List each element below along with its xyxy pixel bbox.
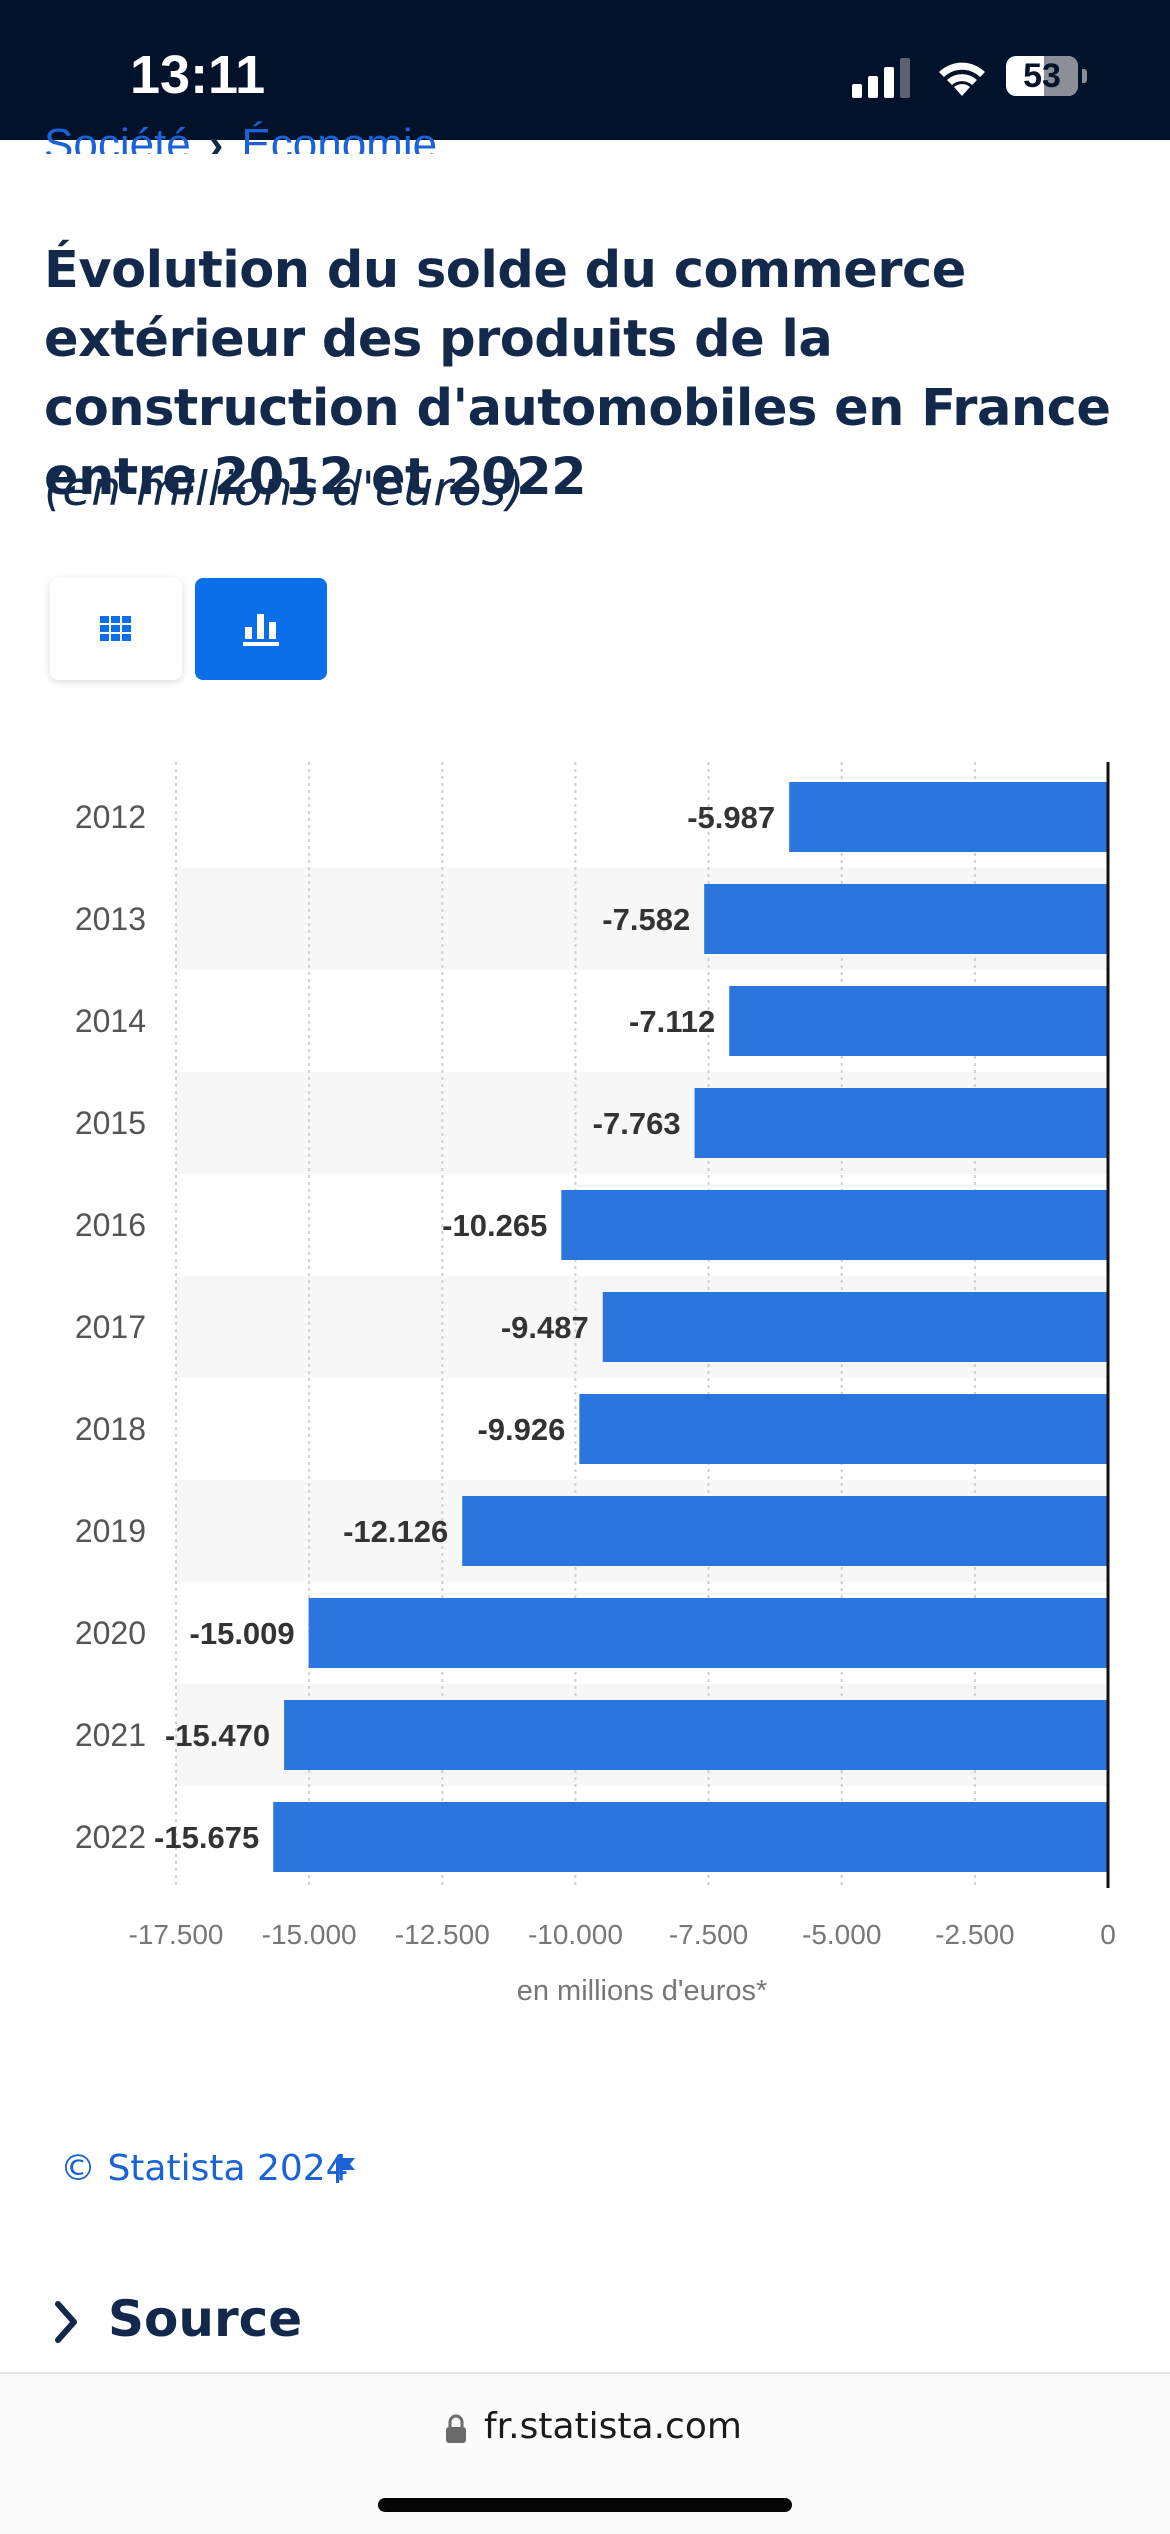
bar-2021 [284, 1700, 1108, 1770]
data-label: -9.487 [501, 1310, 589, 1345]
bar-2017 [602, 1292, 1108, 1362]
signal-icon [852, 58, 910, 98]
battery-icon: 53 [1006, 56, 1088, 96]
data-label: -7.763 [593, 1106, 681, 1141]
category-label: 2012 [75, 799, 146, 835]
chart-view-button[interactable] [195, 578, 327, 680]
data-label: -15.470 [165, 1718, 270, 1753]
flag-icon[interactable] [335, 2156, 357, 2184]
data-label: -9.926 [477, 1412, 565, 1447]
status-bar: 13:11 53 [0, 0, 1170, 140]
browser-address-bar[interactable]: fr.statista.com [0, 2372, 1170, 2534]
breadcrumb-link-societe[interactable]: Société [44, 120, 191, 154]
category-label: 2017 [75, 1309, 146, 1345]
category-label: 2015 [75, 1105, 146, 1141]
statista-copyright-link[interactable]: © Statista 2024 [60, 2148, 349, 2189]
category-label: 2014 [75, 1003, 146, 1039]
data-label: -5.987 [687, 800, 775, 835]
bar-2013 [704, 884, 1108, 954]
bar-2016 [561, 1190, 1108, 1260]
bar-2012 [789, 782, 1108, 852]
bar-2020 [308, 1598, 1108, 1668]
category-label: 2016 [75, 1207, 146, 1243]
x-tick-label: -15.000 [262, 1919, 357, 1950]
data-label: -15.675 [154, 1820, 259, 1855]
breadcrumb: Société › Économie [44, 110, 437, 154]
x-tick-label: -2.500 [935, 1919, 1014, 1950]
bar-2014 [729, 986, 1108, 1056]
data-label: -7.582 [602, 902, 690, 937]
data-label: -10.265 [442, 1208, 547, 1243]
x-tick-label: -12.500 [395, 1919, 490, 1950]
status-time: 13:11 [130, 45, 266, 105]
table-view-button[interactable] [50, 578, 182, 680]
url-text: fr.statista.com [484, 2406, 742, 2447]
category-label: 2022 [75, 1819, 146, 1855]
home-indicator [378, 2498, 792, 2512]
x-tick-label: 0 [1100, 1919, 1116, 1950]
wifi-icon [939, 62, 985, 96]
page-subtitle: (en millions d'euros) [44, 462, 525, 517]
page-title: Évolution du solde du commerce extérieur… [44, 241, 1111, 507]
data-label: -12.126 [343, 1514, 448, 1549]
x-axis-title: en millions d'euros* [517, 1975, 768, 2007]
breadcrumb-link-economie[interactable]: Économie [241, 120, 438, 154]
bar-chart: -5.987 2012 -7.582 2013 -7.112 2014 -7.763 2015… [75, 762, 1116, 2007]
breadcrumb-separator: › [208, 120, 224, 154]
category-label: 2019 [75, 1513, 146, 1549]
grid-icon [100, 616, 131, 641]
x-tick-label: -10.000 [528, 1919, 623, 1950]
bar-2018 [579, 1394, 1108, 1464]
chevron-right-icon [55, 2301, 77, 2343]
bar-chart-icon [243, 614, 279, 646]
data-label: -15.009 [190, 1616, 295, 1651]
x-tick-label: -17.500 [129, 1919, 224, 1950]
data-label: -7.112 [629, 1004, 715, 1039]
category-label: 2013 [75, 901, 146, 937]
x-tick-label: -7.500 [669, 1919, 748, 1950]
x-tick-label: -5.000 [802, 1919, 881, 1950]
category-label: 2021 [75, 1717, 146, 1753]
lock-icon [446, 2414, 466, 2443]
bar-2019 [462, 1496, 1109, 1566]
source-label: Source [108, 2290, 303, 2348]
bar-2022 [273, 1802, 1108, 1872]
category-label: 2018 [75, 1411, 146, 1447]
category-label: 2020 [75, 1615, 146, 1651]
battery-percentage: 53 [1023, 57, 1061, 95]
bar-2015 [694, 1088, 1108, 1158]
